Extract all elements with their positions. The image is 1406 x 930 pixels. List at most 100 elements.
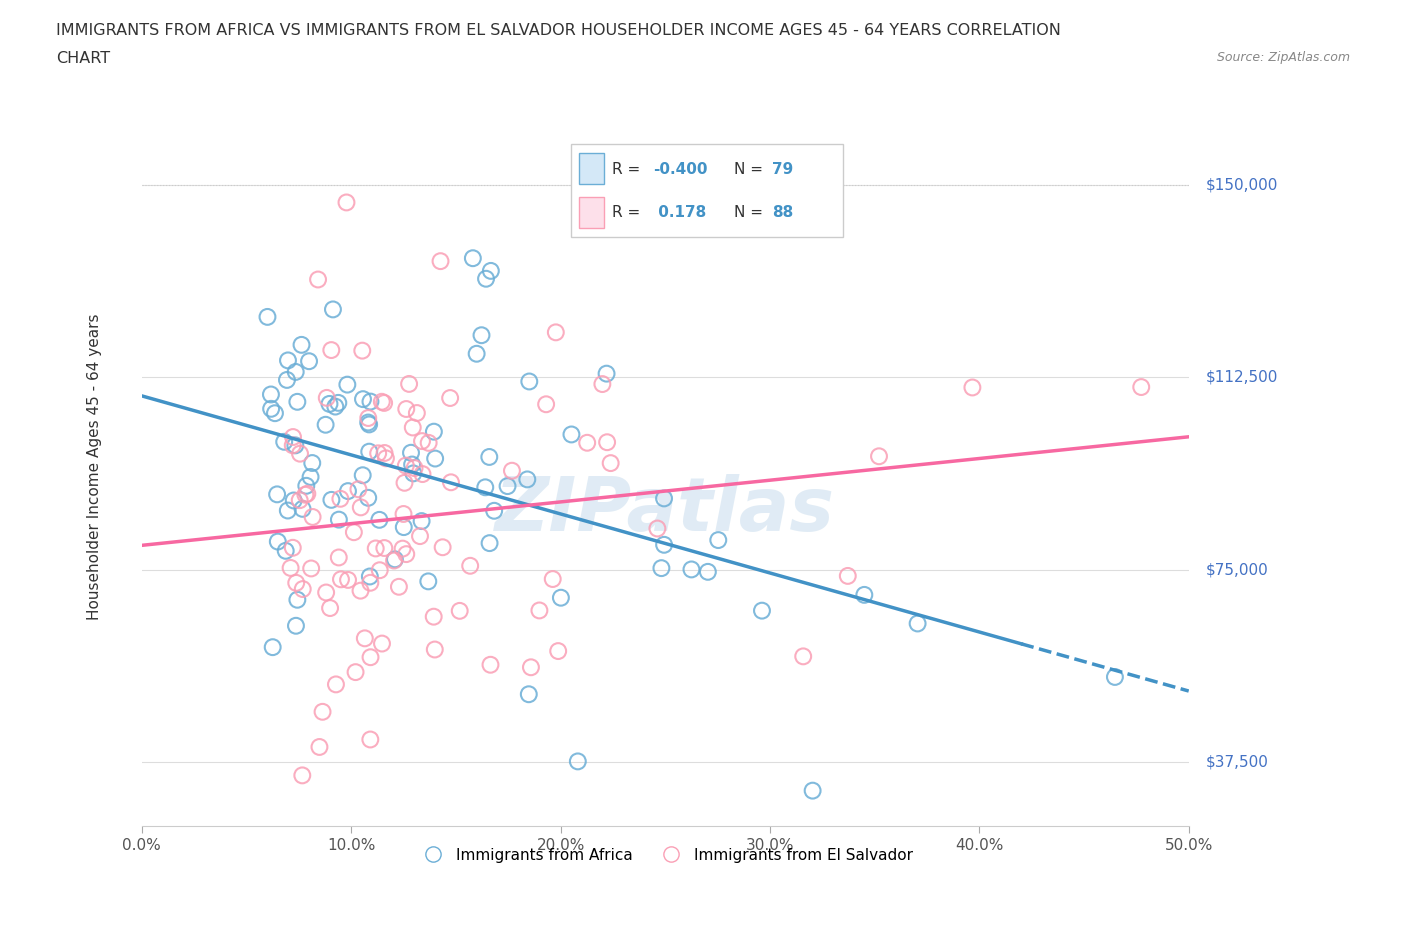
Point — [344, 665, 367, 680]
Point — [402, 466, 425, 481]
Point — [423, 642, 446, 657]
Point — [423, 424, 446, 439]
Point — [384, 551, 406, 566]
Point — [388, 579, 411, 594]
Point — [260, 402, 283, 417]
Point — [475, 272, 498, 286]
Point — [529, 603, 551, 618]
Point — [868, 449, 890, 464]
Point — [357, 410, 380, 425]
Point — [343, 525, 366, 539]
Point — [496, 479, 519, 494]
Point — [308, 739, 330, 754]
Point — [560, 427, 582, 442]
Point — [352, 343, 374, 358]
Point — [801, 783, 824, 798]
Point — [392, 507, 415, 522]
Point — [319, 601, 342, 616]
Point — [544, 325, 567, 339]
Point — [353, 631, 375, 645]
Point — [337, 484, 360, 498]
Point — [371, 394, 394, 409]
Point — [291, 768, 314, 783]
Point — [297, 486, 319, 501]
Point — [368, 563, 391, 578]
Point — [474, 480, 496, 495]
Point — [329, 491, 352, 506]
Point — [429, 254, 451, 269]
Point — [392, 520, 415, 535]
Point — [647, 521, 669, 536]
Point — [696, 565, 718, 579]
Point — [401, 457, 423, 472]
Point — [290, 338, 312, 352]
Point — [1130, 379, 1153, 394]
Point — [260, 387, 283, 402]
Point — [281, 438, 304, 453]
Point — [707, 533, 730, 548]
Point — [359, 576, 381, 591]
Point — [374, 445, 396, 460]
Point — [357, 415, 380, 430]
Point — [1104, 670, 1126, 684]
Point — [307, 272, 329, 287]
Point — [281, 430, 304, 445]
Point — [281, 540, 304, 555]
Point — [357, 490, 380, 505]
Point — [479, 658, 502, 672]
Point — [298, 353, 321, 368]
Point — [541, 572, 564, 587]
Point — [411, 513, 433, 528]
Point — [299, 561, 322, 576]
Point — [256, 310, 278, 325]
Point — [962, 380, 984, 395]
Point — [359, 417, 381, 432]
Point — [371, 636, 394, 651]
Point — [599, 456, 621, 471]
Point — [395, 402, 418, 417]
Point — [337, 573, 360, 588]
Point — [285, 592, 308, 607]
Point — [328, 512, 350, 527]
Point — [423, 451, 446, 466]
Point — [422, 609, 444, 624]
Point — [449, 604, 471, 618]
Point — [373, 395, 395, 410]
Point — [411, 433, 433, 448]
Point — [516, 472, 538, 486]
Point — [280, 561, 302, 576]
Point — [404, 460, 426, 475]
Point — [461, 251, 484, 266]
Point — [328, 550, 350, 565]
Point — [283, 493, 305, 508]
Point — [359, 732, 381, 747]
Point — [478, 449, 501, 464]
Point — [360, 650, 382, 665]
Point — [352, 468, 374, 483]
Point — [405, 405, 427, 420]
Point — [394, 475, 416, 490]
Point — [395, 547, 418, 562]
Point — [517, 374, 540, 389]
Point — [350, 500, 373, 515]
Point — [277, 503, 299, 518]
Point — [907, 616, 929, 631]
Point — [315, 391, 337, 405]
Point — [299, 470, 322, 485]
Point — [367, 445, 389, 460]
Point — [336, 378, 359, 392]
Point — [482, 503, 505, 518]
Text: CHART: CHART — [56, 51, 110, 66]
Text: $37,500: $37,500 — [1205, 754, 1268, 769]
Point — [359, 394, 381, 409]
Point — [291, 581, 314, 596]
Point — [359, 445, 381, 459]
Point — [412, 467, 434, 482]
Point — [382, 553, 405, 568]
Point — [418, 574, 440, 589]
Point — [650, 561, 672, 576]
Point — [267, 534, 290, 549]
Point — [792, 649, 814, 664]
Text: $75,000: $75,000 — [1205, 562, 1268, 578]
Point — [295, 478, 318, 493]
